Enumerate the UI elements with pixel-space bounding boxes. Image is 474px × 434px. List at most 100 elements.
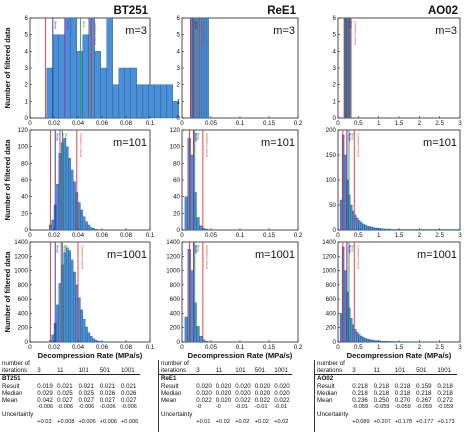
histogram-bar [390, 229, 394, 231]
y-tick-label: 1200 [322, 253, 336, 260]
y-tick-label: 0 [333, 115, 337, 122]
iterations-label: m=3 [435, 25, 457, 37]
x-tick-label: 0.02 [48, 344, 61, 351]
histogram-bar [445, 229, 448, 231]
table-cell: +0.02 [254, 418, 269, 425]
histogram-bar [402, 229, 406, 231]
table-separator [314, 360, 315, 432]
histogram-bar [358, 334, 361, 343]
y-tick-label: 0 [25, 115, 29, 122]
y-tick-label: 100 [326, 177, 337, 184]
table-cell: -0.006 [37, 404, 54, 411]
histogram-bar [51, 334, 55, 343]
x-tick-label: 0.2 [294, 344, 303, 351]
x-tick-label: 2 [418, 232, 422, 239]
histogram-bar [92, 338, 95, 343]
y-tick-label: 600 [18, 296, 29, 303]
y-tick-label: 1000 [14, 268, 28, 275]
table-cell: -0.006 [99, 404, 116, 411]
histogram-bar [80, 209, 83, 231]
x-tick-label: 2 [418, 120, 422, 127]
x-tick-label: 0.5 [354, 344, 363, 351]
result-marker-label: Result [53, 21, 57, 29]
histogram-bar [443, 229, 446, 231]
table-cell: 0.020 [235, 389, 251, 397]
histogram-bar [415, 229, 418, 231]
table-cell: 0.025 [78, 389, 94, 397]
y-tick-label: 800 [18, 282, 29, 289]
y-tick-label: 5 [333, 32, 337, 39]
sample-title: AO02 [428, 5, 458, 17]
table-cell: +0.03 [37, 418, 52, 425]
histogram-bar [166, 84, 173, 119]
histogram-bar [136, 84, 143, 119]
y-tick-label: 4 [177, 48, 181, 55]
histogram-bar [457, 229, 461, 231]
y-tick-label: 1000 [166, 268, 180, 275]
median-marker-label: Median [348, 21, 352, 31]
table-header-top: number of [161, 360, 189, 367]
x-tick-label: 1.5 [395, 120, 404, 127]
table-title: AO02 [317, 375, 334, 383]
table-cell: 0.272 [437, 397, 453, 405]
mean-marker-label: Mean [351, 245, 355, 252]
table-cell: 0.020 [274, 389, 290, 397]
histogram-bar [455, 229, 459, 231]
y-tick-label: 80 [21, 160, 28, 167]
x-tick-label: 0.08 [120, 120, 133, 127]
histogram-bar [378, 340, 381, 343]
table-cell: 0.218 [437, 382, 453, 390]
table-cell: 0.025 [57, 389, 73, 397]
x-tick-label: 3 [458, 344, 462, 351]
histogram-bar [396, 229, 400, 231]
table-cell: +0.177 [416, 418, 434, 425]
x-tick-label: 1.5 [395, 232, 404, 239]
y-tick-label: 200 [18, 325, 29, 332]
subplot-bt251_m3: Result Median Mean Confidence interval 0 0.02… [25, 5, 179, 127]
x-tick-label: 0.06 [96, 232, 109, 239]
x-tick-label: 0.1 [236, 120, 245, 127]
histogram-bar [85, 221, 88, 231]
table-cell: 0.020 [235, 382, 251, 390]
result-marker-label: Result [194, 245, 198, 253]
table-cell: +0.01 [196, 418, 211, 425]
y-tick-label: 4 [333, 48, 337, 55]
result-marker-label: Result [56, 133, 60, 141]
column-header: 1001 [435, 367, 457, 376]
table-cell: 0.022 [274, 397, 290, 405]
histogram-bar [374, 340, 377, 343]
y-axis-label: Number of filtered data [3, 251, 12, 333]
histogram-bar [370, 226, 373, 231]
result-marker-label: Result [347, 133, 351, 141]
histogram-bar [360, 335, 363, 343]
result-marker-label: Result [194, 133, 198, 141]
median-marker-label: Median [348, 245, 352, 255]
histogram-bar [148, 84, 155, 119]
y-tick-label: 1400 [14, 239, 28, 246]
histogram-bar [406, 229, 410, 231]
table-cell: 0.027 [120, 397, 137, 405]
histogram-bar [80, 309, 83, 343]
x-tick-label: 0 [28, 232, 32, 239]
table-title: BT251 [2, 375, 21, 383]
y-tick-label: 0 [177, 227, 181, 234]
histogram-bar [350, 204, 353, 231]
y-tick-label: 1000 [322, 268, 336, 275]
table-cell: -0 [196, 404, 202, 411]
mean-marker-label: Mean [196, 245, 200, 252]
histogram-bar [76, 51, 83, 119]
table-cell: 0.026 [120, 389, 137, 397]
table-separator [158, 360, 159, 432]
y-tick-label: 800 [170, 282, 181, 289]
table-cell: -0.01 [235, 404, 249, 411]
x-tick-label: 0.15 [263, 344, 276, 351]
column-header: 101 [392, 367, 415, 376]
mean-marker-label: Mean [82, 21, 86, 28]
histogram-grid: Number of filtered data Number of filtere… [3, 5, 462, 360]
table-cell: -0.01 [254, 404, 268, 411]
histogram-bar [408, 229, 412, 231]
histogram-bar [368, 339, 371, 343]
x-tick-label: 0.02 [48, 232, 61, 239]
histogram-bar [388, 341, 392, 343]
